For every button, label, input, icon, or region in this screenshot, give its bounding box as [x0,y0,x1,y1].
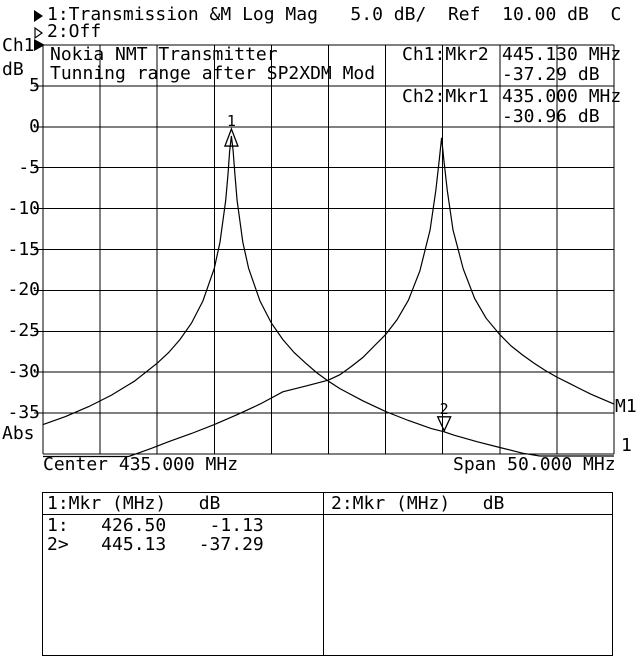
channel-label: Ch1 [2,35,35,56]
marker-table-header-ch2: 2:Mkr (MHz) dB [331,493,505,514]
marker-table-row: 2> 445.13 -37.29 [47,534,264,555]
marker-table: 1:Mkr (MHz) dB 2:Mkr (MHz) dB 1: 426.50 … [42,492,613,656]
y-axis-label: -15 [7,238,40,260]
memory-trace [43,137,615,458]
marker-table-header-ch1: 1:Mkr (MHz) dB [47,493,221,514]
annotation-line2: Tunning range after SP2XDM Mod [50,63,376,84]
trace1-title: 1:Transmission &M Log Mag 5.0 dB/ Ref 10… [47,4,622,25]
y-axis-label: -35 [7,402,40,424]
marker-number: 1 [227,112,236,130]
y-axis-label: -10 [7,197,40,219]
readout-level: -30.96 dB [502,106,600,127]
readout-frequency: 435.000 MHz [502,86,622,107]
trace2-title: 2:Off [47,21,102,42]
memory-trace-label: M1 [615,396,637,417]
marker-table-row: 1: 426.50 -1.13 [47,515,264,536]
span-label: Span 50.000 MHz [453,454,616,475]
readout-level: -37.29 dB [502,64,600,85]
data-trace-label: 1 [621,435,632,456]
marker-table-header-separator [43,514,612,515]
readout-label: Ch2:Mkr1 [402,86,489,107]
marker-number: 2 [440,400,449,418]
readout-label: Ch1:Mkr2 [402,44,489,65]
marker-triangle-up-icon [223,127,239,147]
y-axis-label: -30 [7,361,40,383]
inactive-trace-indicator-icon [34,25,44,40]
abs-label: Abs [2,423,35,444]
ref-level-marker-icon [34,39,45,51]
active-trace-indicator-icon [34,8,44,22]
y-axis-label: -20 [7,279,40,301]
readout-frequency: 445.130 MHz [502,44,622,65]
y-axis-label: 0 [29,115,40,137]
marker-table-column-divider [323,493,324,655]
center-frequency-label: Center 435.000 MHz [43,454,239,475]
marker-triangle-down-icon [436,416,452,433]
y-axis-label: 5 [29,74,40,96]
y-axis-label: -25 [7,320,40,342]
y-axis-unit-label: dB [2,59,24,80]
y-axis-label: -5 [18,156,40,178]
data-trace [42,135,614,457]
annotation-line1: Nokia NMT Transmitter [50,44,278,65]
